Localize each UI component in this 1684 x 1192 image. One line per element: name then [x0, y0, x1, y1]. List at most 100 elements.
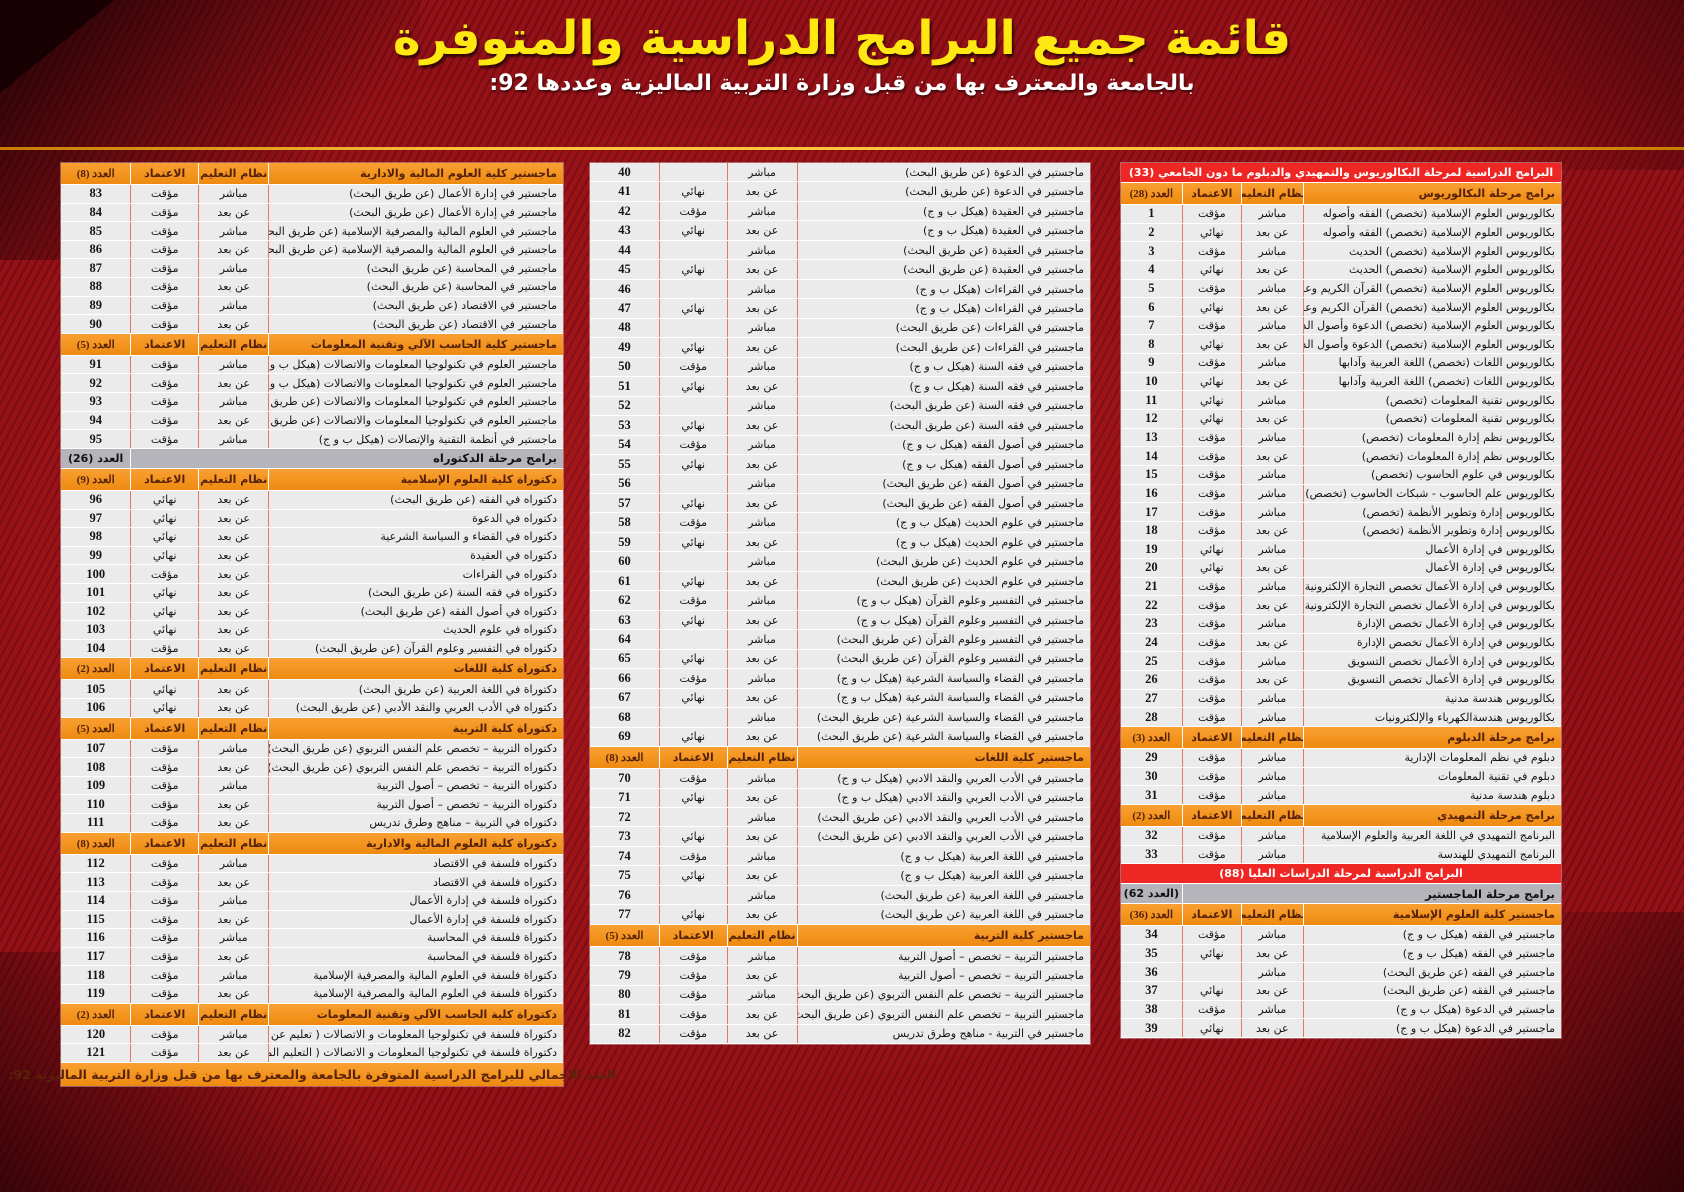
program-number-cell: 45: [590, 260, 660, 279]
accreditation-cell: نهائي: [131, 546, 200, 565]
education-system-cell: عن بعد: [728, 905, 798, 924]
table-row: دكتوراه فلسفة في إدارة الأعمال عن بعد مؤقت…: [61, 910, 563, 930]
accreditation-cell: نهائي: [660, 649, 728, 669]
program-number-cell: 77: [590, 905, 660, 924]
section-title-cell: ماجستير كلية العلوم الإسلامية: [1392, 908, 1555, 922]
section-header: ماجستير كلية العلوم المالية والادارية نظا…: [61, 163, 563, 185]
program-number-cell: 93: [61, 393, 132, 411]
education-system-cell: مباشر: [1242, 540, 1304, 559]
program-number-cell: 119: [61, 984, 132, 1003]
program-number-cell: 20: [1121, 559, 1183, 577]
education-system-header: نظام التعليم: [199, 717, 270, 739]
accreditation-cell: مؤقت: [131, 222, 200, 240]
education-system-cell: مباشر: [728, 946, 798, 966]
accreditation-cell: نهائي: [1183, 410, 1243, 428]
table-row: دكتوراة فلسفة في تكنولوجيا المعلومات و ا…: [61, 1025, 563, 1045]
program-name-cell: بكالوريوس تقنية المعلومات (تخصص): [1385, 412, 1555, 426]
education-system-cell: عن بعد: [199, 203, 270, 222]
program-number-cell: 24: [1121, 633, 1183, 652]
table-row: ماجستير في الفقه (عن طريق البحث) عن بعد نه…: [1121, 982, 1561, 1001]
accreditation-cell: مؤقت: [1183, 428, 1243, 447]
accreditation-cell: نهائي: [660, 905, 728, 924]
education-system-cell: عن بعد: [1242, 596, 1304, 615]
accreditation-cell: نهائي: [1183, 223, 1243, 242]
table-row: ماجستير في فقه السنة (عن طريق البحث) عن ب…: [590, 416, 1090, 436]
accreditation-cell: مؤقت: [1183, 596, 1243, 615]
program-name-cell: بكالوريوس في إدارة الأعمال تخصص التجارة …: [1304, 580, 1555, 594]
education-system-cell: عن بعد: [199, 546, 270, 565]
program-name-cell: بكالوريوس العلوم الإسلامية (تخصص) القرآن…: [1303, 281, 1555, 295]
program-name-cell: ماجستير في أصول الفقه (عن طريق البحث): [882, 496, 1084, 510]
accreditation-cell: مؤقت: [1183, 633, 1243, 652]
program-number-cell: 18: [1121, 521, 1183, 540]
table-row: بكالوريوس هندسة مدنية مباشر مؤقت 27: [1121, 689, 1561, 709]
program-number-cell: 114: [61, 891, 132, 910]
program-name-cell: ماجستير في التفسير وعلوم القرآن (عن طريق…: [836, 652, 1084, 666]
program-number-cell: 22: [1121, 596, 1183, 615]
program-name-cell: ماجستير في الأدب العربي والنقد الادبي (ه…: [837, 791, 1084, 805]
education-system-cell: عن بعد: [199, 565, 270, 583]
accreditation-cell: مؤقت: [131, 739, 200, 758]
program-number-cell: 51: [590, 377, 660, 396]
table-row: بكالوريوس في إدارة الأعمال تخصص التسويق م…: [1121, 652, 1561, 672]
education-system-cell: مباشر: [1242, 615, 1304, 633]
table-row: ماجستير في الدعوة (عن طريق البحث) عن بعد ن…: [590, 182, 1090, 202]
accreditation-cell: مؤقت: [1183, 671, 1243, 689]
program-number-cell: 97: [61, 509, 132, 528]
accreditation-cell: نهائي: [660, 377, 728, 396]
program-name-cell: بكالوريوس إدارة وتطوير الأنظمة (تخصص): [1362, 524, 1555, 538]
program-name-cell: ماجستير في القراءات (عن طريق البحث): [895, 340, 1084, 354]
count-header-cell: العدد (5): [590, 924, 660, 946]
program-name-cell: بكالوريوس في إدارة الأعمال تخصص الإدارة: [1356, 617, 1555, 631]
program-name-cell: ماجستير في فقه السنة (هيكل ب و ج): [909, 379, 1084, 393]
education-system-cell: مباشر: [1242, 484, 1304, 503]
program-number-cell: 6: [1121, 298, 1183, 316]
accreditation-header: الاعتماد: [131, 832, 200, 854]
education-system-cell: مباشر: [728, 552, 798, 571]
table-row: دكتوراه في القراءات عن بعد مؤقت 100: [61, 565, 563, 584]
education-system-cell: مباشر: [1242, 279, 1304, 298]
education-system-cell: مباشر: [1242, 786, 1304, 804]
accreditation-cell: مؤقت: [660, 846, 728, 866]
program-name-cell: ماجستير العلوم في تكنولوجيا المعلومات وا…: [269, 376, 557, 390]
program-number-cell: 31: [1121, 786, 1183, 804]
table-row: ماجستير في العقيدة (عن طريق البحث) عن بعد…: [590, 260, 1090, 280]
accreditation-cell: [660, 808, 728, 827]
accreditation-cell: مؤقت: [660, 435, 728, 455]
education-system-cell: مباشر: [1242, 503, 1304, 521]
table-row: البرنامج التمهيدي للهندسة مباشر مؤقت 33: [1121, 845, 1561, 865]
table-row: ماجستير في أصول الفقه (عن طريق البحث) عن …: [590, 493, 1090, 514]
program-name-cell: ماجستير في المحاسبة (عن طريق البحث): [366, 280, 557, 294]
program-name-cell: دكتوراة فلسفة في العلوم المالية والمصرفي…: [313, 968, 557, 982]
program-number-cell: 109: [61, 776, 132, 795]
accreditation-cell: نهائي: [131, 509, 200, 528]
education-system-header: نظام التعليم: [199, 468, 270, 490]
education-system-cell: مباشر: [1242, 826, 1304, 845]
program-number-cell: 106: [61, 699, 132, 717]
section-header: برامج مرحلة الدبلوم نظام التعليم الاعتماد ا…: [1121, 726, 1561, 749]
table-row: دكتوراه في العقيدة عن بعد نهائي 99: [61, 546, 563, 566]
education-system-cell: عن بعد: [199, 1044, 270, 1062]
education-system-cell: عن بعد: [199, 639, 270, 658]
program-name-cell: بكالوريوس نظم إدارة المعلومات (تخصص): [1361, 431, 1555, 444]
education-system-cell: مباشر: [199, 430, 270, 448]
table-row: دكتوراه فلسفة في الاقتصاد مباشر مؤقت 112: [61, 854, 563, 874]
program-number-cell: 115: [61, 910, 132, 929]
table-row: ماجستير في المحاسبة (عن طريق البحث) عن بع…: [61, 278, 563, 297]
program-name-cell: دكتوراه في القراءات: [462, 567, 557, 581]
program-number-cell: 110: [61, 795, 132, 814]
program-number-cell: 27: [1121, 689, 1183, 708]
education-system-cell: عن بعد: [199, 583, 270, 602]
accreditation-cell: مؤقت: [660, 591, 728, 610]
table-row: بكالوريوس اللغات (تخصص) اللغة العربية وآ…: [1121, 354, 1561, 373]
education-system-cell: مباشر: [199, 966, 270, 984]
education-system-cell: عن بعد: [728, 571, 798, 591]
program-name-cell: دكتوراه فلسفة في الاقتصاد: [432, 856, 557, 870]
program-name-cell: ماجستير في فقه السنة (هيكل ب و ج): [909, 360, 1084, 374]
count-header-cell: العدد (36): [1121, 904, 1183, 926]
accreditation-cell: مؤقت: [131, 296, 200, 315]
program-name-cell: بكالوريوس هندسةالكهرباء والإلكترونيات: [1374, 710, 1555, 724]
table-row: بكالوريوس العلوم الإسلامية (تخصص) الفقه …: [1121, 205, 1561, 224]
stage-subbanner-count: العدد (26): [61, 448, 132, 468]
page-subtitle: بالجامعة والمعترف بها من قبل وزارة الترب…: [489, 71, 1195, 97]
